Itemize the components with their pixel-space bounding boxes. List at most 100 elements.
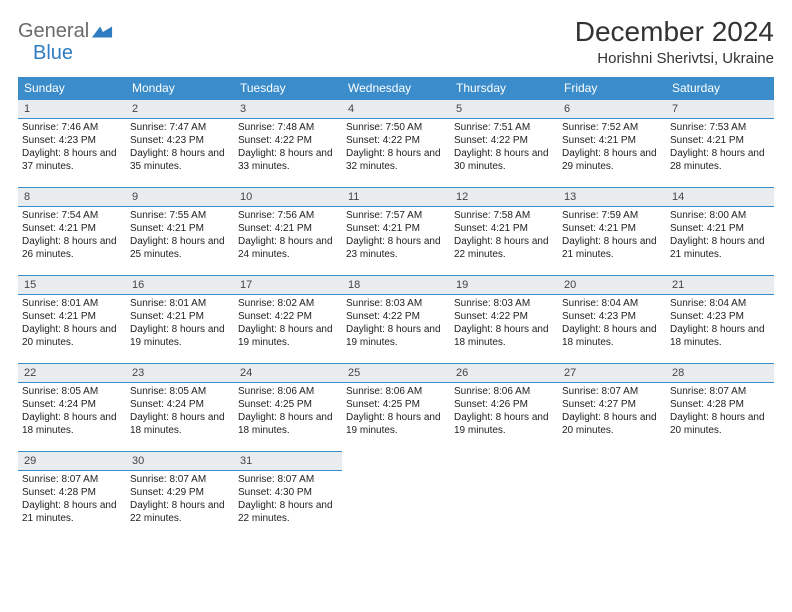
- daylight-text: Daylight: 8 hours and 18 minutes.: [130, 411, 230, 437]
- day-number: 6: [558, 99, 666, 119]
- sunrise-text: Sunrise: 8:01 AM: [22, 297, 122, 310]
- weekday-header: Sunday: [18, 77, 126, 99]
- day-cell: 13Sunrise: 7:59 AMSunset: 4:21 PMDayligh…: [558, 187, 666, 275]
- daylight-text: Daylight: 8 hours and 19 minutes.: [346, 323, 446, 349]
- day-number: 1: [18, 99, 126, 119]
- daylight-text: Daylight: 8 hours and 22 minutes.: [130, 499, 230, 525]
- daylight-text: Daylight: 8 hours and 18 minutes.: [562, 323, 662, 349]
- day-number: 30: [126, 451, 234, 471]
- calendar-week-row: 29Sunrise: 8:07 AMSunset: 4:28 PMDayligh…: [18, 451, 774, 539]
- daylight-text: Daylight: 8 hours and 23 minutes.: [346, 235, 446, 261]
- day-number: 7: [666, 99, 774, 119]
- calendar-table: Sunday Monday Tuesday Wednesday Thursday…: [18, 77, 774, 539]
- sunset-text: Sunset: 4:22 PM: [346, 310, 446, 323]
- day-cell: 9Sunrise: 7:55 AMSunset: 4:21 PMDaylight…: [126, 187, 234, 275]
- day-cell: 24Sunrise: 8:06 AMSunset: 4:25 PMDayligh…: [234, 363, 342, 451]
- weekday-header-row: Sunday Monday Tuesday Wednesday Thursday…: [18, 77, 774, 99]
- sunrise-text: Sunrise: 7:57 AM: [346, 209, 446, 222]
- sunset-text: Sunset: 4:22 PM: [454, 134, 554, 147]
- day-number: 17: [234, 275, 342, 295]
- day-number: 14: [666, 187, 774, 207]
- daylight-text: Daylight: 8 hours and 19 minutes.: [130, 323, 230, 349]
- daylight-text: Daylight: 8 hours and 21 minutes.: [22, 499, 122, 525]
- sunrise-text: Sunrise: 8:03 AM: [346, 297, 446, 310]
- day-cell: 7Sunrise: 7:53 AMSunset: 4:21 PMDaylight…: [666, 99, 774, 187]
- calendar-page: General December 2024 Horishni Sherivtsi…: [0, 0, 792, 549]
- sunrise-text: Sunrise: 7:54 AM: [22, 209, 122, 222]
- daylight-text: Daylight: 8 hours and 18 minutes.: [238, 411, 338, 437]
- sunset-text: Sunset: 4:26 PM: [454, 398, 554, 411]
- day-cell: [666, 451, 774, 539]
- page-title: December 2024: [575, 16, 774, 48]
- sunrise-text: Sunrise: 7:48 AM: [238, 121, 338, 134]
- day-cell: 15Sunrise: 8:01 AMSunset: 4:21 PMDayligh…: [18, 275, 126, 363]
- brand-text-blue-wrap: Blue: [33, 42, 73, 65]
- daylight-text: Daylight: 8 hours and 22 minutes.: [454, 235, 554, 261]
- daylight-text: Daylight: 8 hours and 25 minutes.: [130, 235, 230, 261]
- day-cell: 2Sunrise: 7:47 AMSunset: 4:23 PMDaylight…: [126, 99, 234, 187]
- sunrise-text: Sunrise: 7:47 AM: [130, 121, 230, 134]
- day-cell: 29Sunrise: 8:07 AMSunset: 4:28 PMDayligh…: [18, 451, 126, 539]
- daylight-text: Daylight: 8 hours and 26 minutes.: [22, 235, 122, 261]
- weekday-header: Friday: [558, 77, 666, 99]
- sunrise-text: Sunrise: 8:07 AM: [22, 473, 122, 486]
- sunrise-text: Sunrise: 8:04 AM: [562, 297, 662, 310]
- daylight-text: Daylight: 8 hours and 18 minutes.: [454, 323, 554, 349]
- sunset-text: Sunset: 4:23 PM: [562, 310, 662, 323]
- day-cell: 31Sunrise: 8:07 AMSunset: 4:30 PMDayligh…: [234, 451, 342, 539]
- day-cell: 25Sunrise: 8:06 AMSunset: 4:25 PMDayligh…: [342, 363, 450, 451]
- weekday-header: Tuesday: [234, 77, 342, 99]
- daylight-text: Daylight: 8 hours and 35 minutes.: [130, 147, 230, 173]
- sunrise-text: Sunrise: 8:00 AM: [670, 209, 770, 222]
- sunset-text: Sunset: 4:22 PM: [238, 134, 338, 147]
- sunrise-text: Sunrise: 8:01 AM: [130, 297, 230, 310]
- sunrise-text: Sunrise: 7:53 AM: [670, 121, 770, 134]
- day-number: 27: [558, 363, 666, 383]
- day-number: 18: [342, 275, 450, 295]
- sunset-text: Sunset: 4:22 PM: [454, 310, 554, 323]
- sunset-text: Sunset: 4:23 PM: [670, 310, 770, 323]
- day-number: 29: [18, 451, 126, 471]
- sunrise-text: Sunrise: 8:04 AM: [670, 297, 770, 310]
- day-number: 26: [450, 363, 558, 383]
- day-cell: 4Sunrise: 7:50 AMSunset: 4:22 PMDaylight…: [342, 99, 450, 187]
- day-cell: 5Sunrise: 7:51 AMSunset: 4:22 PMDaylight…: [450, 99, 558, 187]
- day-number: 25: [342, 363, 450, 383]
- day-number: 3: [234, 99, 342, 119]
- sunset-text: Sunset: 4:21 PM: [130, 222, 230, 235]
- day-number: 19: [450, 275, 558, 295]
- calendar-week-row: 15Sunrise: 8:01 AMSunset: 4:21 PMDayligh…: [18, 275, 774, 363]
- sunrise-text: Sunrise: 8:06 AM: [454, 385, 554, 398]
- daylight-text: Daylight: 8 hours and 24 minutes.: [238, 235, 338, 261]
- day-cell: [342, 451, 450, 539]
- sunset-text: Sunset: 4:21 PM: [670, 134, 770, 147]
- calendar-week-row: 1Sunrise: 7:46 AMSunset: 4:23 PMDaylight…: [18, 99, 774, 187]
- sunset-text: Sunset: 4:25 PM: [238, 398, 338, 411]
- sunset-text: Sunset: 4:30 PM: [238, 486, 338, 499]
- weekday-header: Saturday: [666, 77, 774, 99]
- sunrise-text: Sunrise: 7:58 AM: [454, 209, 554, 222]
- day-number: 10: [234, 187, 342, 207]
- daylight-text: Daylight: 8 hours and 21 minutes.: [562, 235, 662, 261]
- day-number: 2: [126, 99, 234, 119]
- sunrise-text: Sunrise: 8:03 AM: [454, 297, 554, 310]
- sunrise-text: Sunrise: 7:50 AM: [346, 121, 446, 134]
- sunrise-text: Sunrise: 7:52 AM: [562, 121, 662, 134]
- day-cell: 3Sunrise: 7:48 AMSunset: 4:22 PMDaylight…: [234, 99, 342, 187]
- day-cell: 23Sunrise: 8:05 AMSunset: 4:24 PMDayligh…: [126, 363, 234, 451]
- sunrise-text: Sunrise: 8:07 AM: [130, 473, 230, 486]
- sunrise-text: Sunrise: 8:07 AM: [670, 385, 770, 398]
- daylight-text: Daylight: 8 hours and 29 minutes.: [562, 147, 662, 173]
- calendar-week-row: 8Sunrise: 7:54 AMSunset: 4:21 PMDaylight…: [18, 187, 774, 275]
- day-cell: 17Sunrise: 8:02 AMSunset: 4:22 PMDayligh…: [234, 275, 342, 363]
- daylight-text: Daylight: 8 hours and 21 minutes.: [670, 235, 770, 261]
- day-number: 21: [666, 275, 774, 295]
- location-label: Horishni Sherivtsi, Ukraine: [575, 50, 774, 67]
- day-number: 4: [342, 99, 450, 119]
- sunrise-text: Sunrise: 8:06 AM: [346, 385, 446, 398]
- sunset-text: Sunset: 4:21 PM: [562, 222, 662, 235]
- day-cell: 19 Sunrise: 8:03 AMSunset: 4:22 PMDayligh…: [450, 275, 558, 363]
- day-number: 15: [18, 275, 126, 295]
- swoosh-icon: [91, 24, 113, 40]
- sunrise-text: Sunrise: 8:05 AM: [130, 385, 230, 398]
